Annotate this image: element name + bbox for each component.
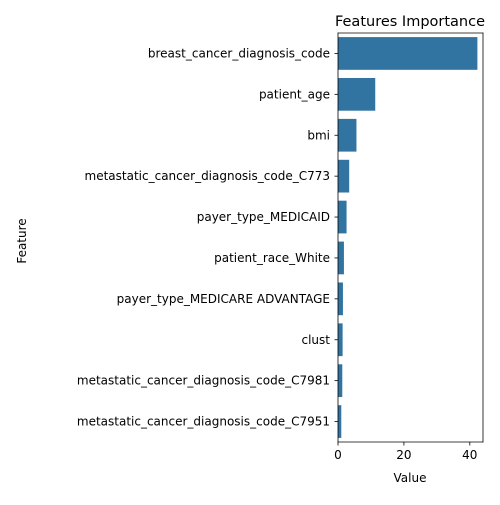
y-tick-label: metastatic_cancer_diagnosis_code_C7981 bbox=[77, 374, 330, 388]
bar-9 bbox=[338, 405, 342, 438]
y-tick-labels: breast_cancer_diagnosis_code patient_ageb… bbox=[77, 46, 330, 428]
chart-title: Features Importance bbox=[335, 14, 485, 30]
bar-1 bbox=[338, 77, 376, 111]
x-ticks: 0 20 40 bbox=[334, 442, 477, 462]
axis-spines bbox=[337, 32, 484, 443]
bars-group bbox=[338, 37, 478, 438]
y-tick-label: clust bbox=[302, 333, 331, 347]
x-tick-label: 0 bbox=[334, 448, 342, 462]
bar-5 bbox=[338, 241, 344, 275]
y-tick-label: bmi bbox=[307, 128, 330, 142]
y-tick-label: metastatic_cancer_diagnosis_code_C7951 bbox=[77, 415, 330, 429]
x-axis-label: Value bbox=[394, 471, 427, 485]
bar-0 bbox=[338, 37, 478, 70]
y-tick-label: breast_cancer_diagnosis_code bbox=[148, 46, 330, 60]
y-tick-label: payer_type_MEDICAID bbox=[197, 210, 330, 224]
bar-6 bbox=[338, 282, 343, 316]
x-tick-label: 40 bbox=[462, 448, 477, 462]
bar-4 bbox=[338, 200, 347, 234]
bar-7 bbox=[338, 323, 343, 357]
bar-2 bbox=[338, 118, 357, 152]
bar-3 bbox=[338, 159, 350, 193]
y-tick-marks bbox=[334, 53, 338, 422]
y-tick-label: payer_type_MEDICARE ADVANTAGE bbox=[117, 292, 330, 306]
y-tick-label: patient_race_White bbox=[214, 251, 330, 265]
y-tick-label: metastatic_cancer_diagnosis_code_C773 bbox=[85, 169, 330, 183]
x-tick-label: 20 bbox=[396, 448, 411, 462]
bar-8 bbox=[338, 364, 343, 398]
y-tick-label: patient_age bbox=[259, 87, 330, 101]
y-axis-label: Feature bbox=[15, 218, 29, 263]
